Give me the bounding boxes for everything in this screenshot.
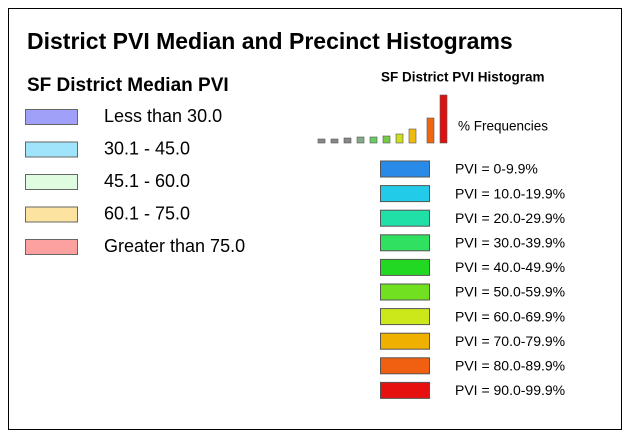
histogram-title: SF District PVI Histogram: [381, 70, 545, 85]
swatch: [380, 185, 430, 203]
swatch: [380, 332, 430, 350]
median-title: SF District Median PVI: [27, 75, 229, 96]
legend-label: Less than 30.0: [104, 106, 222, 126]
swatch: [380, 160, 430, 178]
title: District PVI Median and Precinct Histogr…: [27, 28, 513, 54]
legend-label: PVI = 30.0-39.9%: [455, 235, 565, 251]
legend-label: 45.1 - 60.0: [104, 171, 190, 191]
swatch: [25, 239, 78, 255]
swatch: [380, 209, 430, 227]
legend-label: PVI = 40.0-49.9%: [455, 259, 565, 275]
swatch: [380, 357, 430, 375]
swatch: [380, 283, 430, 301]
legend-label: PVI = 50.0-59.9%: [455, 284, 565, 300]
swatch: [25, 141, 78, 158]
legend-label: PVI = 60.0-69.9%: [455, 308, 565, 324]
legend-label: 30.1 - 45.0: [104, 138, 190, 158]
mini-histogram: [317, 94, 448, 144]
legend-label: PVI = 70.0-79.9%: [455, 333, 565, 349]
swatch: [25, 109, 78, 125]
swatch: [25, 206, 78, 223]
swatch: [380, 258, 430, 276]
legend-label: PVI = 0-9.9%: [455, 161, 538, 177]
axis-label: % Frequencies: [458, 119, 548, 134]
legend-label: 60.1 - 75.0: [104, 203, 190, 223]
legend-label: Greater than 75.0: [104, 236, 245, 256]
frame: [8, 8, 622, 430]
legend-label: PVI = 80.0-89.9%: [455, 358, 565, 374]
swatch: [25, 174, 78, 190]
legend-label: PVI = 10.0-19.9%: [455, 185, 565, 201]
swatch: [380, 381, 430, 399]
legend-label: PVI = 90.0-99.9%: [455, 382, 565, 398]
legend-label: PVI = 20.0-29.9%: [455, 210, 565, 226]
swatch: [380, 308, 430, 326]
swatch: [380, 234, 430, 252]
